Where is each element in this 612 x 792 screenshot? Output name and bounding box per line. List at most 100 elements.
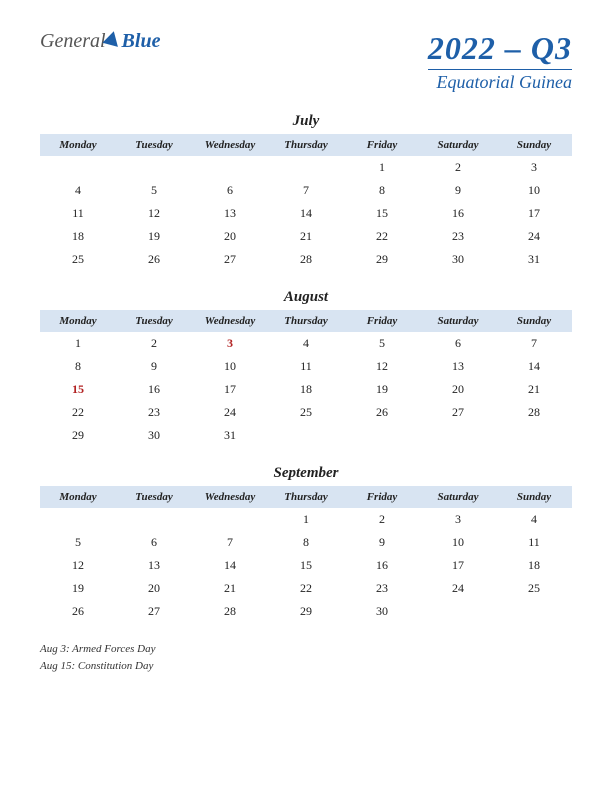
calendar-row: 12131415161718 <box>40 554 572 577</box>
calendar-cell: 3 <box>420 508 496 531</box>
calendar-cell: 27 <box>116 600 192 623</box>
calendar-cell: 27 <box>420 401 496 424</box>
day-header: Saturday <box>420 134 496 156</box>
calendar-cell <box>496 424 572 447</box>
calendar-cell: 18 <box>40 225 116 248</box>
calendar-cell <box>420 600 496 623</box>
month-block: AugustMondayTuesdayWednesdayThursdayFrid… <box>40 289 572 447</box>
calendar-cell: 7 <box>268 179 344 202</box>
title-main: 2022 – Q3 <box>428 30 572 67</box>
calendar-cell <box>116 156 192 179</box>
day-header: Friday <box>344 486 420 508</box>
day-header: Wednesday <box>192 486 268 508</box>
calendar-cell: 28 <box>192 600 268 623</box>
calendar-cell: 9 <box>420 179 496 202</box>
day-header: Sunday <box>496 134 572 156</box>
calendar-cell: 23 <box>116 401 192 424</box>
calendar-cell <box>344 424 420 447</box>
calendar-row: 11121314151617 <box>40 202 572 225</box>
calendar-cell: 8 <box>344 179 420 202</box>
calendar-cell: 15 <box>40 378 116 401</box>
calendar-cell: 13 <box>116 554 192 577</box>
calendar-cell: 2 <box>420 156 496 179</box>
calendar-cell: 13 <box>420 355 496 378</box>
calendar-row: 567891011 <box>40 531 572 554</box>
calendar-cell: 9 <box>116 355 192 378</box>
calendar-cell: 19 <box>116 225 192 248</box>
calendar-cell: 11 <box>268 355 344 378</box>
calendar-cell: 31 <box>192 424 268 447</box>
calendar-table: MondayTuesdayWednesdayThursdayFridaySatu… <box>40 134 572 271</box>
calendar-cell: 24 <box>420 577 496 600</box>
day-header: Sunday <box>496 310 572 332</box>
calendars-container: JulyMondayTuesdayWednesdayThursdayFriday… <box>40 113 572 623</box>
calendar-cell: 28 <box>496 401 572 424</box>
calendar-cell: 29 <box>40 424 116 447</box>
calendar-cell: 11 <box>496 531 572 554</box>
calendar-row: 891011121314 <box>40 355 572 378</box>
page-header: GeneralBlue 2022 – Q3 Equatorial Guinea <box>40 30 572 93</box>
calendar-cell: 30 <box>116 424 192 447</box>
calendar-cell: 10 <box>496 179 572 202</box>
day-header: Wednesday <box>192 310 268 332</box>
day-header: Thursday <box>268 134 344 156</box>
day-header: Thursday <box>268 486 344 508</box>
calendar-cell: 25 <box>40 248 116 271</box>
calendar-cell: 16 <box>116 378 192 401</box>
calendar-cell: 26 <box>344 401 420 424</box>
calendar-cell: 2 <box>344 508 420 531</box>
calendar-cell: 22 <box>344 225 420 248</box>
calendar-cell: 21 <box>192 577 268 600</box>
calendar-row: 1234 <box>40 508 572 531</box>
day-header: Monday <box>40 310 116 332</box>
calendar-cell: 3 <box>192 332 268 355</box>
calendar-cell: 31 <box>496 248 572 271</box>
calendar-cell: 29 <box>268 600 344 623</box>
calendar-cell: 21 <box>268 225 344 248</box>
calendar-cell <box>268 156 344 179</box>
day-header: Friday <box>344 310 420 332</box>
calendar-row: 45678910 <box>40 179 572 202</box>
calendar-cell: 4 <box>496 508 572 531</box>
month-name: September <box>40 465 572 482</box>
calendar-cell: 1 <box>344 156 420 179</box>
calendar-row: 2627282930 <box>40 600 572 623</box>
day-header: Thursday <box>268 310 344 332</box>
calendar-table: MondayTuesdayWednesdayThursdayFridaySatu… <box>40 310 572 447</box>
calendar-cell: 5 <box>116 179 192 202</box>
calendar-cell: 25 <box>268 401 344 424</box>
calendar-cell: 8 <box>40 355 116 378</box>
calendar-cell: 30 <box>420 248 496 271</box>
calendar-cell <box>192 508 268 531</box>
title-block: 2022 – Q3 Equatorial Guinea <box>428 30 572 93</box>
calendar-cell: 20 <box>192 225 268 248</box>
calendar-cell: 16 <box>344 554 420 577</box>
calendar-cell: 19 <box>40 577 116 600</box>
calendar-cell: 23 <box>420 225 496 248</box>
calendar-cell <box>420 424 496 447</box>
calendar-cell: 23 <box>344 577 420 600</box>
calendar-cell: 18 <box>268 378 344 401</box>
logo: GeneralBlue <box>40 30 160 53</box>
calendar-cell: 17 <box>192 378 268 401</box>
calendar-row: 293031 <box>40 424 572 447</box>
calendar-row: 123 <box>40 156 572 179</box>
calendar-cell: 17 <box>420 554 496 577</box>
calendar-cell <box>268 424 344 447</box>
calendar-cell: 18 <box>496 554 572 577</box>
calendar-cell: 27 <box>192 248 268 271</box>
calendar-cell: 22 <box>268 577 344 600</box>
calendar-cell: 7 <box>496 332 572 355</box>
calendar-cell <box>496 600 572 623</box>
calendar-cell: 8 <box>268 531 344 554</box>
calendar-cell: 1 <box>268 508 344 531</box>
calendar-cell: 24 <box>496 225 572 248</box>
calendar-cell: 3 <box>496 156 572 179</box>
calendar-cell: 10 <box>420 531 496 554</box>
calendar-cell: 14 <box>496 355 572 378</box>
calendar-table: MondayTuesdayWednesdayThursdayFridaySatu… <box>40 486 572 623</box>
calendar-row: 18192021222324 <box>40 225 572 248</box>
calendar-cell: 15 <box>344 202 420 225</box>
calendar-cell: 25 <box>496 577 572 600</box>
calendar-cell: 15 <box>268 554 344 577</box>
